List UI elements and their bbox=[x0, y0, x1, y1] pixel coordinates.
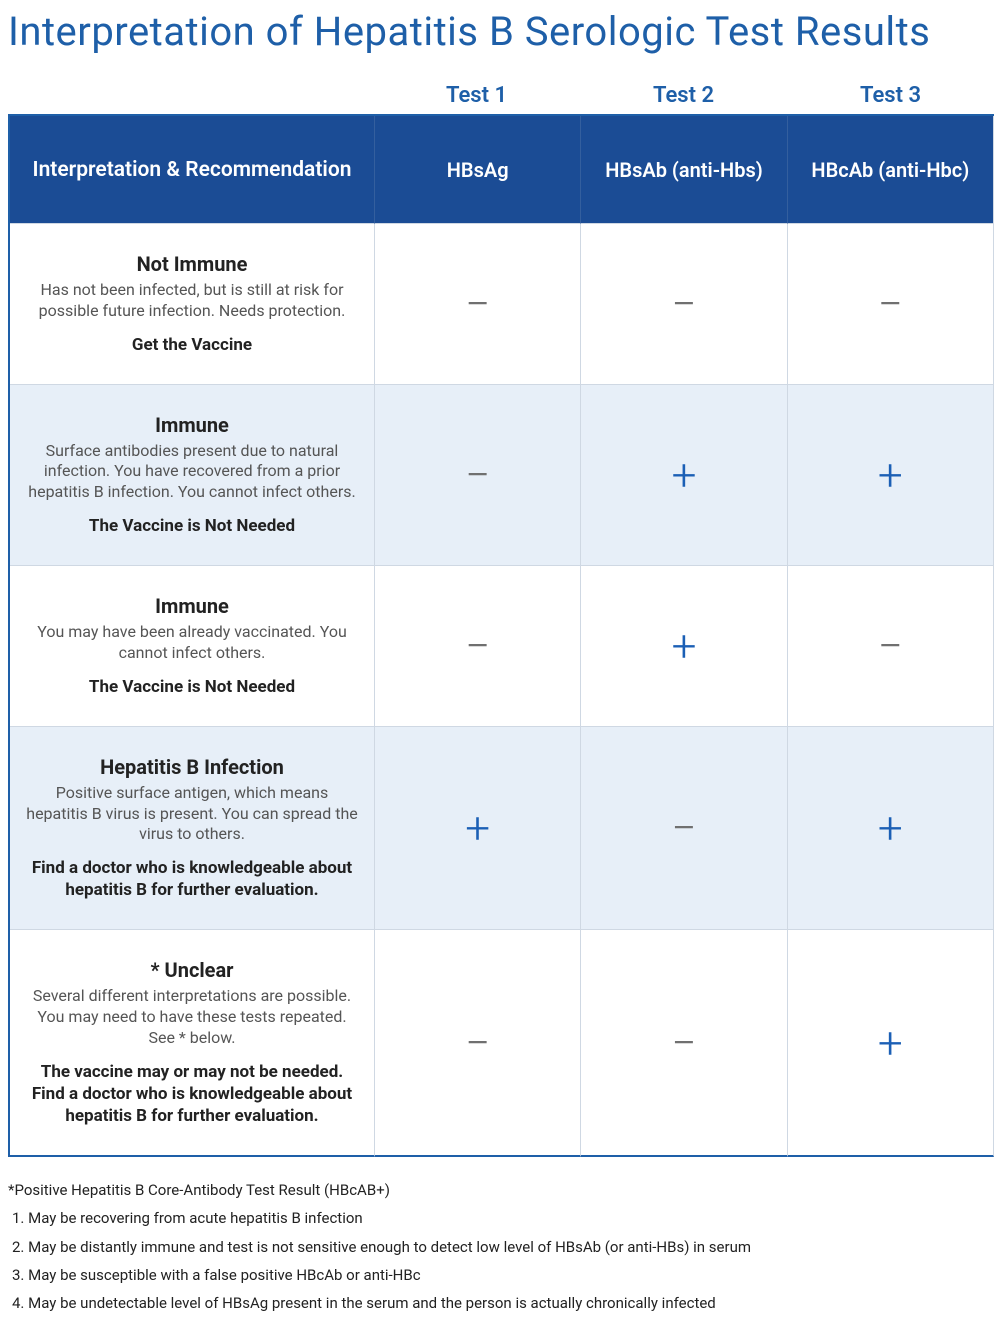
plus-icon: + bbox=[465, 806, 490, 850]
test-labels-row: Test 1 Test 2 Test 3 bbox=[8, 83, 994, 108]
result-cell: + bbox=[788, 385, 994, 566]
row-recommendation: Find a doctor who is knowledgeable about… bbox=[24, 857, 360, 901]
test-label-1: Test 1 bbox=[373, 83, 580, 108]
row-description: Several different interpretations are po… bbox=[24, 986, 360, 1048]
row-heading: Not Immune bbox=[24, 252, 360, 276]
table-row: Immune Surface antibodies present due to … bbox=[10, 385, 994, 566]
minus-icon: − bbox=[671, 806, 696, 850]
row-recommendation: The vaccine may or may not be needed. Fi… bbox=[24, 1061, 360, 1127]
minus-icon: − bbox=[671, 1021, 696, 1065]
spacer bbox=[8, 83, 373, 108]
footnote-item: May be undetectable level of HBsAg prese… bbox=[12, 1290, 992, 1316]
row-heading: Hepatitis B Infection bbox=[24, 755, 360, 779]
row-description: Has not been infected, but is still at r… bbox=[24, 280, 360, 322]
result-cell: + bbox=[581, 385, 787, 566]
col-header-hbcab: HBcAb (anti-Hbc) bbox=[788, 116, 994, 224]
interpretation-cell: Hepatitis B Infection Positive surface an… bbox=[10, 727, 375, 931]
interpretation-cell: * Unclear Several different interpretatio… bbox=[10, 930, 375, 1157]
row-heading: Immune bbox=[24, 413, 360, 437]
row-heading: * Unclear bbox=[24, 958, 360, 982]
plus-icon: + bbox=[672, 453, 697, 497]
result-cell: − bbox=[375, 224, 581, 385]
table-row: Immune You may have been already vaccinat… bbox=[10, 566, 994, 727]
minus-icon: − bbox=[465, 282, 490, 326]
result-cell: − bbox=[581, 727, 787, 931]
minus-icon: − bbox=[465, 1021, 490, 1065]
results-table: Interpretation & Recommendation HBsAg HB… bbox=[8, 114, 994, 1157]
result-cell: − bbox=[375, 930, 581, 1157]
table-row: Not Immune Has not been infected, but is … bbox=[10, 224, 994, 385]
row-recommendation: Get the Vaccine bbox=[24, 334, 360, 356]
result-cell: − bbox=[581, 224, 787, 385]
minus-icon: − bbox=[465, 453, 490, 497]
plus-icon: + bbox=[878, 1021, 903, 1065]
plus-icon: + bbox=[672, 624, 697, 668]
minus-icon: − bbox=[465, 624, 490, 668]
footnote-item: May be recovering from acute hepatitis B… bbox=[12, 1205, 992, 1231]
result-cell: + bbox=[788, 930, 994, 1157]
result-cell: − bbox=[788, 224, 994, 385]
result-cell: − bbox=[581, 930, 787, 1157]
table-row: * Unclear Several different interpretatio… bbox=[10, 930, 994, 1157]
footnote-title: *Positive Hepatitis B Core-Antibody Test… bbox=[8, 1177, 992, 1203]
minus-icon: − bbox=[671, 282, 696, 326]
row-heading: Immune bbox=[24, 594, 360, 618]
footnote-item: May be susceptible with a false positive… bbox=[12, 1262, 992, 1288]
minus-icon: − bbox=[878, 624, 903, 668]
result-cell: + bbox=[581, 566, 787, 727]
interpretation-cell: Immune Surface antibodies present due to … bbox=[10, 385, 375, 566]
result-cell: − bbox=[788, 566, 994, 727]
row-description: Positive surface antigen, which means he… bbox=[24, 783, 360, 845]
plus-icon: + bbox=[878, 806, 903, 850]
result-cell: + bbox=[788, 727, 994, 931]
row-description: Surface antibodies present due to natura… bbox=[24, 441, 360, 503]
col-header-interpretation: Interpretation & Recommendation bbox=[10, 116, 375, 224]
footnote-list: May be recovering from acute hepatitis B… bbox=[8, 1205, 992, 1316]
table-row: Hepatitis B Infection Positive surface an… bbox=[10, 727, 994, 931]
row-recommendation: The Vaccine is Not Needed bbox=[24, 515, 360, 537]
result-cell: − bbox=[375, 566, 581, 727]
test-label-2: Test 2 bbox=[580, 83, 787, 108]
result-cell: − bbox=[375, 385, 581, 566]
footnote-item: May be distantly immune and test is not … bbox=[12, 1234, 992, 1260]
col-header-hbsab: HBsAb (anti-Hbs) bbox=[581, 116, 787, 224]
interpretation-cell: Immune You may have been already vaccinat… bbox=[10, 566, 375, 727]
footnotes: *Positive Hepatitis B Core-Antibody Test… bbox=[8, 1177, 992, 1316]
plus-icon: + bbox=[878, 453, 903, 497]
interpretation-cell: Not Immune Has not been infected, but is … bbox=[10, 224, 375, 385]
result-cell: + bbox=[375, 727, 581, 931]
minus-icon: − bbox=[878, 282, 903, 326]
page-title: Interpretation of Hepatitis B Serologic … bbox=[8, 8, 992, 55]
table-header-row: Interpretation & Recommendation HBsAg HB… bbox=[10, 116, 994, 224]
test-label-3: Test 3 bbox=[787, 83, 994, 108]
row-recommendation: The Vaccine is Not Needed bbox=[24, 676, 360, 698]
row-description: You may have been already vaccinated. Yo… bbox=[24, 622, 360, 664]
col-header-hbsag: HBsAg bbox=[375, 116, 581, 224]
